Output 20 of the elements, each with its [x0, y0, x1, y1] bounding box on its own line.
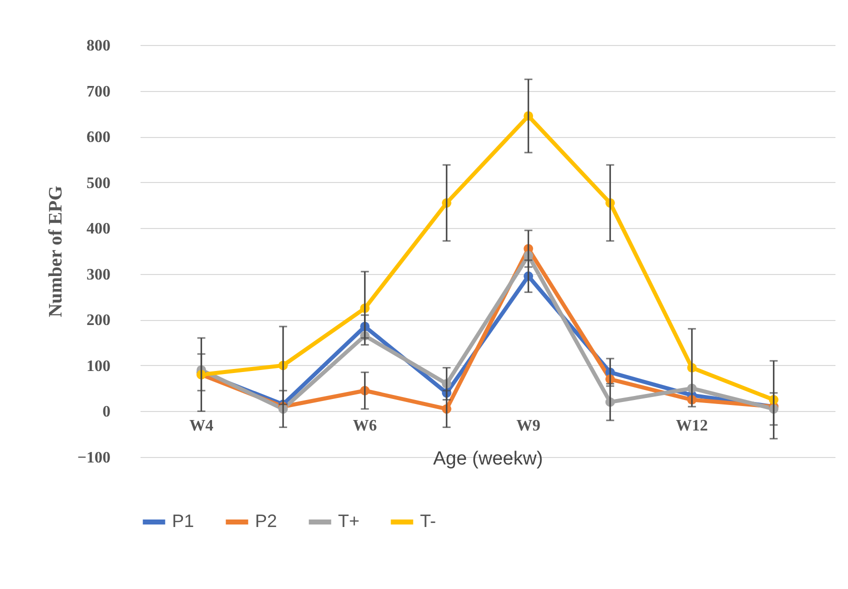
y-axis-title: Number of EPG: [45, 185, 66, 318]
x-tick-label: W9: [516, 418, 540, 434]
y-tick-label: 100: [86, 358, 110, 375]
y-tick-label: 800: [86, 38, 110, 54]
y-tick-label: 0: [102, 404, 110, 421]
y-tick-label: 400: [86, 220, 110, 238]
y-tick-label: −100: [77, 450, 110, 466]
y-tick-label: 700: [86, 83, 110, 100]
x-tick-label: W6: [352, 418, 377, 434]
legend-label: P2: [255, 511, 278, 531]
x-tick-label: W12: [676, 418, 708, 434]
legend-label: P1: [172, 511, 194, 531]
x-tick-label: W4: [189, 418, 214, 434]
y-tick-label: 600: [86, 129, 110, 146]
y-tick-label: 200: [86, 312, 110, 330]
legend-label: T-: [420, 511, 436, 531]
y-tick-label: 300: [86, 266, 110, 284]
x-axis-title: Age (weekw): [433, 448, 543, 470]
y-tick-label: 500: [86, 174, 110, 192]
legend-label: T+: [338, 511, 360, 531]
